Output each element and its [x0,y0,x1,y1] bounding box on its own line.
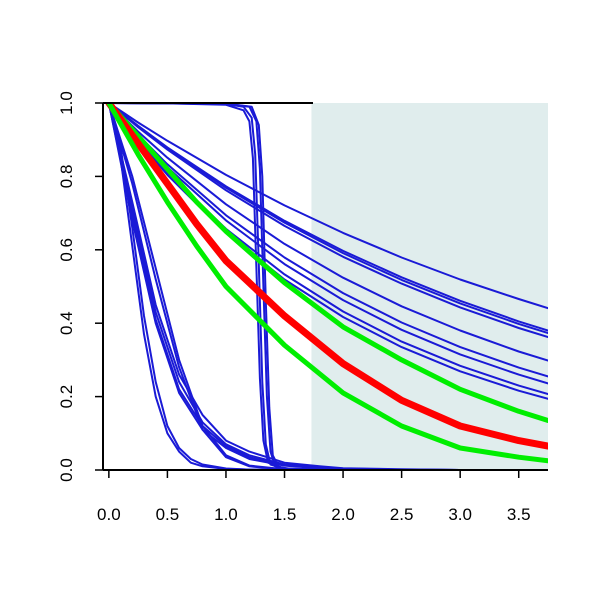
x-tick-label: 0.5 [156,505,180,524]
x-tick-label: 1.5 [273,505,297,524]
series-line-blue-17 [107,103,286,470]
y-tick-label: 0.4 [57,311,76,335]
series-line-blue-3 [107,103,548,332]
y-ticks: 0.0 0.2 0.4 0.6 0.8 1.0 [57,91,103,482]
axis-layer [102,102,548,471]
series-line-green-22 [106,103,548,423]
x-tick-label: 2.0 [331,505,355,524]
series-layer [105,103,548,470]
series-line-blue-5 [107,103,548,362]
series-line-blue-4 [107,103,548,339]
x-tick-label: 3.5 [507,505,531,524]
x-ticks: 0.0 0.5 1.0 1.5 2.0 2.5 3.0 3.5 [97,470,531,524]
series-line-green-24 [106,103,548,464]
x-tick-label: 2.5 [390,505,414,524]
x-tick-label: 1.0 [214,505,238,524]
y-tick-label: 0.2 [57,385,76,409]
series-line-red-23 [105,103,548,450]
y-tick-label: 1.0 [57,91,76,115]
series-line-blue-1 [107,103,548,310]
x-tick-label: 0.0 [97,505,121,524]
y-tick-label: 0.8 [57,165,76,189]
y-tick-label: 0.6 [57,238,76,262]
x-tick-label: 3.0 [448,505,472,524]
y-tick-label: 0.0 [57,458,76,482]
